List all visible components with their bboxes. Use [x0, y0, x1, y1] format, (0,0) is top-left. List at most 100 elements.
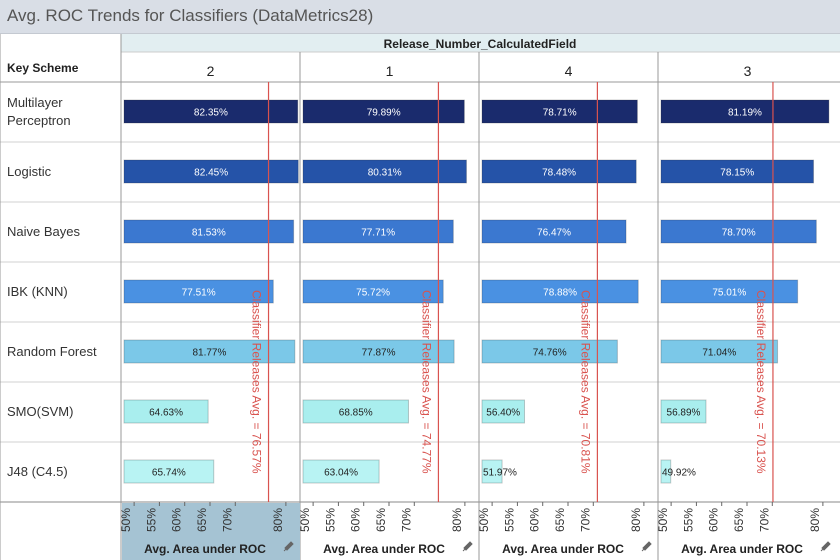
title-bar: Avg. ROC Trends for Classifiers (DataMet… [0, 0, 840, 34]
tick-label: 60% [528, 508, 542, 532]
data-label: 64.63% [149, 408, 183, 419]
data-label: 77.87% [362, 348, 396, 359]
data-label: 74.76% [533, 348, 567, 359]
axis-title[interactable]: Avg. Area under ROC [502, 542, 624, 556]
data-label: 68.85% [339, 408, 373, 419]
tick-label: 50% [477, 508, 491, 532]
data-label: 82.35% [194, 108, 228, 119]
panel-header: 4 [565, 63, 573, 79]
pin-icon[interactable] [820, 541, 831, 552]
data-label: 81.77% [192, 348, 226, 359]
data-label: 63.04% [324, 468, 358, 479]
bar[interactable] [123, 399, 209, 424]
bar[interactable] [660, 99, 830, 124]
data-label: 80.31% [368, 168, 402, 179]
data-label: 77.51% [182, 288, 216, 299]
tick-label: 65% [374, 508, 388, 532]
tick-label: 80% [808, 508, 822, 532]
reference-line-label: Classifier Releases Avg. = 74.77% [419, 290, 433, 474]
bar[interactable] [481, 279, 639, 304]
bar[interactable] [660, 339, 779, 364]
bar[interactable] [302, 339, 455, 364]
panel-header: 3 [744, 63, 752, 79]
bar[interactable] [123, 99, 299, 124]
data-label: 82.45% [194, 168, 228, 179]
panel-header: 1 [386, 63, 394, 79]
axis-selection-highlight [122, 503, 300, 560]
tick-label: 70% [757, 508, 771, 532]
axis-title[interactable]: Avg. Area under ROC [681, 542, 803, 556]
tick-label: 80% [629, 508, 643, 532]
pin-icon[interactable] [641, 541, 652, 552]
data-label: 78.88% [543, 288, 577, 299]
bar[interactable] [660, 459, 672, 484]
bar[interactable] [660, 219, 817, 244]
pin-icon[interactable] [283, 541, 294, 552]
bar[interactable] [302, 279, 444, 304]
data-label: 75.72% [356, 288, 390, 299]
data-label: 78.70% [722, 228, 756, 239]
tick-label: 60% [170, 508, 184, 532]
column-header-band [121, 34, 840, 52]
tick-label: 65% [553, 508, 567, 532]
bar[interactable] [660, 159, 815, 184]
bar[interactable] [123, 219, 295, 244]
reference-line-label: Classifier Releases Avg. = 76.57% [250, 290, 264, 474]
panel-header: 2 [207, 63, 215, 79]
bar[interactable] [481, 99, 638, 124]
category-label: Multilayer [7, 95, 63, 110]
bar[interactable] [123, 279, 274, 304]
bar[interactable] [123, 459, 215, 484]
tick-label: 60% [349, 508, 363, 532]
axis-title[interactable]: Avg. Area under ROC [323, 542, 445, 556]
column-header: Release_Number_CalculatedField [384, 37, 577, 51]
category-label: Random Forest [7, 344, 97, 359]
data-label: 51.97% [483, 468, 517, 479]
bar[interactable] [481, 339, 618, 364]
bar[interactable] [123, 339, 296, 364]
bar[interactable] [481, 459, 503, 484]
bar[interactable] [302, 99, 465, 124]
data-label: 76.47% [537, 228, 571, 239]
bar[interactable] [302, 399, 409, 424]
tick-label: 50% [656, 508, 670, 532]
pin-icon[interactable] [462, 541, 473, 552]
tick-label: 55% [681, 508, 695, 532]
data-label: 77.71% [361, 228, 395, 239]
data-label: 81.19% [728, 108, 762, 119]
bar[interactable] [481, 399, 525, 424]
data-label: 49.92% [662, 468, 696, 479]
tick-label: 55% [323, 508, 337, 532]
reference-line-label: Classifier Releases Avg. = 70.13% [754, 290, 768, 474]
bar[interactable] [302, 159, 467, 184]
data-label: 56.89% [667, 408, 701, 419]
tick-label: 60% [707, 508, 721, 532]
bar[interactable] [123, 159, 299, 184]
tick-label: 50% [119, 508, 133, 532]
tick-label: 55% [144, 508, 158, 532]
category-label: IBK (KNN) [7, 284, 68, 299]
tick-label: 80% [450, 508, 464, 532]
tick-label: 80% [271, 508, 285, 532]
category-label: Naive Bayes [7, 224, 80, 239]
data-label: 78.48% [542, 168, 576, 179]
bar[interactable] [481, 219, 627, 244]
chart-title: Avg. ROC Trends for Classifiers (DataMet… [7, 6, 374, 25]
data-label: 56.40% [486, 408, 520, 419]
axis-title[interactable]: Avg. Area under ROC [144, 542, 266, 556]
category-label: Perceptron [7, 113, 71, 128]
bar[interactable] [302, 219, 454, 244]
row-header: Key Scheme [7, 61, 79, 75]
tick-label: 65% [732, 508, 746, 532]
data-label: 65.74% [152, 468, 186, 479]
data-label: 71.04% [702, 348, 736, 359]
category-label: Logistic [7, 164, 52, 179]
tick-label: 55% [502, 508, 516, 532]
bar[interactable] [660, 279, 799, 304]
data-label: 78.71% [543, 108, 577, 119]
bar[interactable] [660, 399, 707, 424]
data-label: 78.15% [720, 168, 754, 179]
bar[interactable] [302, 459, 380, 484]
data-label: 79.89% [367, 108, 401, 119]
